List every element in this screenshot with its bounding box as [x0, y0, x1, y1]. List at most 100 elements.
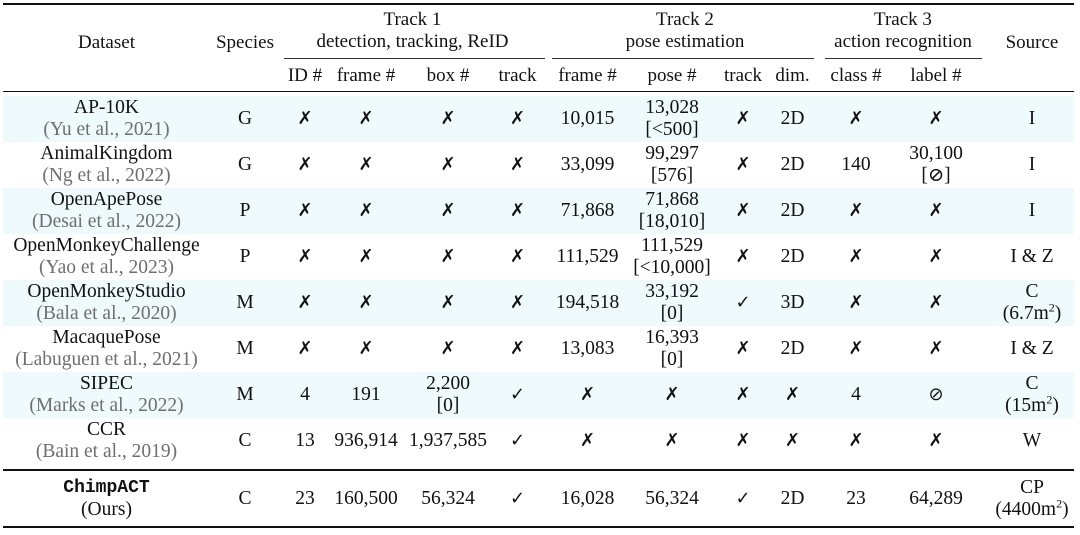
dataset-citation[interactable]: (Yu et al., 2021) [43, 119, 170, 140]
dataset-cell: AnimalKingdom (Ng et al., 2022) [3, 142, 210, 188]
value-cell-col-9: ✗ [848, 200, 864, 221]
header-rule [3, 91, 1074, 92]
value-cell-col-5: 13,083 [560, 338, 615, 359]
value-cell-col-10: 30,100 [⊘] [889, 142, 983, 188]
value-cell-col-6: 99,297 [576] [626, 142, 718, 188]
cell-line: I & Z [1010, 246, 1054, 267]
dataset-cell: SIPEC (Marks et al., 2022) [3, 372, 210, 418]
value-cell-col-5: 194,518 [555, 292, 620, 313]
value-cell-col-8: 2D [780, 154, 805, 175]
header-track3: Track 3 action recognition [823, 7, 983, 55]
cell-line: I [1028, 154, 1036, 175]
species-cell: M [236, 384, 254, 405]
value-cell-col-4: ✗ [509, 154, 526, 175]
dataset-name: OpenMonkeyChallenge [13, 235, 200, 256]
track2-subtitle: pose estimation [625, 31, 745, 52]
subheader-col-6: pose # [647, 65, 697, 86]
track3-subtitle: action recognition [834, 31, 972, 52]
value-cell-col-3: 1,937,585 [409, 430, 487, 451]
value-cell-col-5: 16,028 [560, 488, 615, 509]
value-cell-col-2: ✗ [358, 200, 374, 221]
dataset-citation[interactable]: (Desai et al., 2022) [32, 211, 181, 232]
value-cell-col-2: ✗ [358, 292, 374, 313]
value-cell-col-8: ✗ [784, 430, 801, 451]
value-cell-col-3: 2,200 [0] [402, 372, 494, 418]
cell-line: [0] [660, 303, 684, 324]
header-dataset: Dataset [78, 32, 135, 53]
value-cell-col-9: 23 [846, 488, 866, 509]
dataset-citation[interactable]: (Bala et al., 2020) [36, 303, 177, 324]
source-cell: I & Z [990, 234, 1074, 280]
track3-underline [825, 58, 982, 59]
cell-line: I [1028, 200, 1036, 221]
subheader-col-7: track [724, 65, 762, 86]
cell-line: 16,393 [645, 327, 699, 348]
track3-title: Track 3 [874, 9, 932, 30]
value-cell-col-7: ✗ [735, 338, 751, 359]
value-cell-col-10: ✗ [928, 292, 944, 313]
species-cell: G [237, 154, 253, 175]
cell-line: (4400m2) [995, 496, 1069, 521]
value-cell-col-7: ✗ [735, 200, 751, 221]
cell-line: CP [1020, 477, 1044, 498]
dataset-citation[interactable]: (Yao et al., 2023) [38, 257, 175, 278]
dataset-name: OpenApePose [50, 189, 163, 210]
value-cell-col-4: ✗ [509, 338, 526, 359]
source-cell: I [990, 142, 1074, 188]
value-cell-col-10: ✗ [928, 430, 944, 451]
dataset-citation[interactable]: (Ng et al., 2022) [42, 165, 171, 186]
cell-line: C [1025, 281, 1039, 302]
value-cell-col-2: ✗ [358, 246, 374, 267]
value-cell-col-1: ✗ [297, 108, 313, 129]
species-cell: P [239, 200, 251, 221]
ours-dataset-cell: ChimpACT (Ours) [3, 474, 210, 524]
source-cell: C (6.7m2) [990, 280, 1074, 326]
value-cell-col-3: ✗ [440, 246, 456, 267]
cell-line: I & Z [1010, 338, 1054, 359]
cell-line: 71,868 [645, 189, 699, 210]
value-cell-col-6: 111,529 [<10,000] [626, 234, 718, 280]
value-cell-col-8: 3D [780, 292, 805, 313]
source-cell: W [990, 418, 1074, 464]
header-source: Source [1005, 32, 1059, 53]
value-cell-col-6: ✗ [664, 430, 680, 451]
dataset-citation: (Ours) [81, 499, 132, 520]
dataset-citation[interactable]: (Bain et al., 2019) [35, 441, 178, 462]
value-cell-col-5: 10,015 [560, 108, 615, 129]
value-cell-col-1: ✗ [297, 338, 313, 359]
value-cell-col-2: ✗ [358, 154, 374, 175]
value-cell-col-1: ✗ [297, 246, 313, 267]
value-cell-col-7: ✗ [735, 384, 751, 405]
dataset-cell: MacaquePose (Labuguen et al., 2021) [3, 326, 210, 372]
header-species: Species [215, 32, 275, 53]
value-cell-col-5: 33,099 [560, 154, 615, 175]
value-cell-col-8: 2D [780, 246, 805, 267]
value-cell-col-1: 13 [295, 430, 315, 451]
cell-line: 33,192 [645, 281, 699, 302]
value-cell-col-8: 2D [780, 488, 805, 509]
dataset-citation[interactable]: (Labuguen et al., 2021) [15, 349, 198, 370]
subheader-col-3: box # [426, 65, 470, 86]
value-cell-col-6: 33,192 [0] [626, 280, 718, 326]
value-cell-col-9: ✗ [848, 246, 864, 267]
subheader-col-5: frame # [558, 65, 617, 86]
subheader-col-4: track [498, 65, 537, 86]
cell-line: [0] [436, 395, 460, 416]
value-cell-col-7: ✓ [735, 292, 751, 313]
source-cell: I & Z [990, 326, 1074, 372]
dataset-citation[interactable]: (Marks et al., 2022) [29, 395, 184, 416]
cell-line: (15m2) [1005, 392, 1059, 417]
value-cell-col-2: 191 [351, 384, 381, 405]
track2-title: Track 2 [656, 9, 714, 30]
value-cell-col-2: 936,914 [334, 430, 398, 451]
value-cell-col-1: ✗ [297, 292, 313, 313]
row-shading [3, 188, 1074, 234]
ours-separator-rule [3, 469, 1074, 471]
value-cell-col-9: ✗ [848, 430, 864, 451]
value-cell-col-4: ✓ [509, 384, 526, 405]
species-cell: G [237, 108, 253, 129]
value-cell-col-3: ✗ [440, 154, 456, 175]
value-cell-col-4: ✓ [509, 488, 526, 509]
value-cell-col-7: ✗ [735, 246, 751, 267]
source-cell: C (15m2) [990, 372, 1074, 418]
